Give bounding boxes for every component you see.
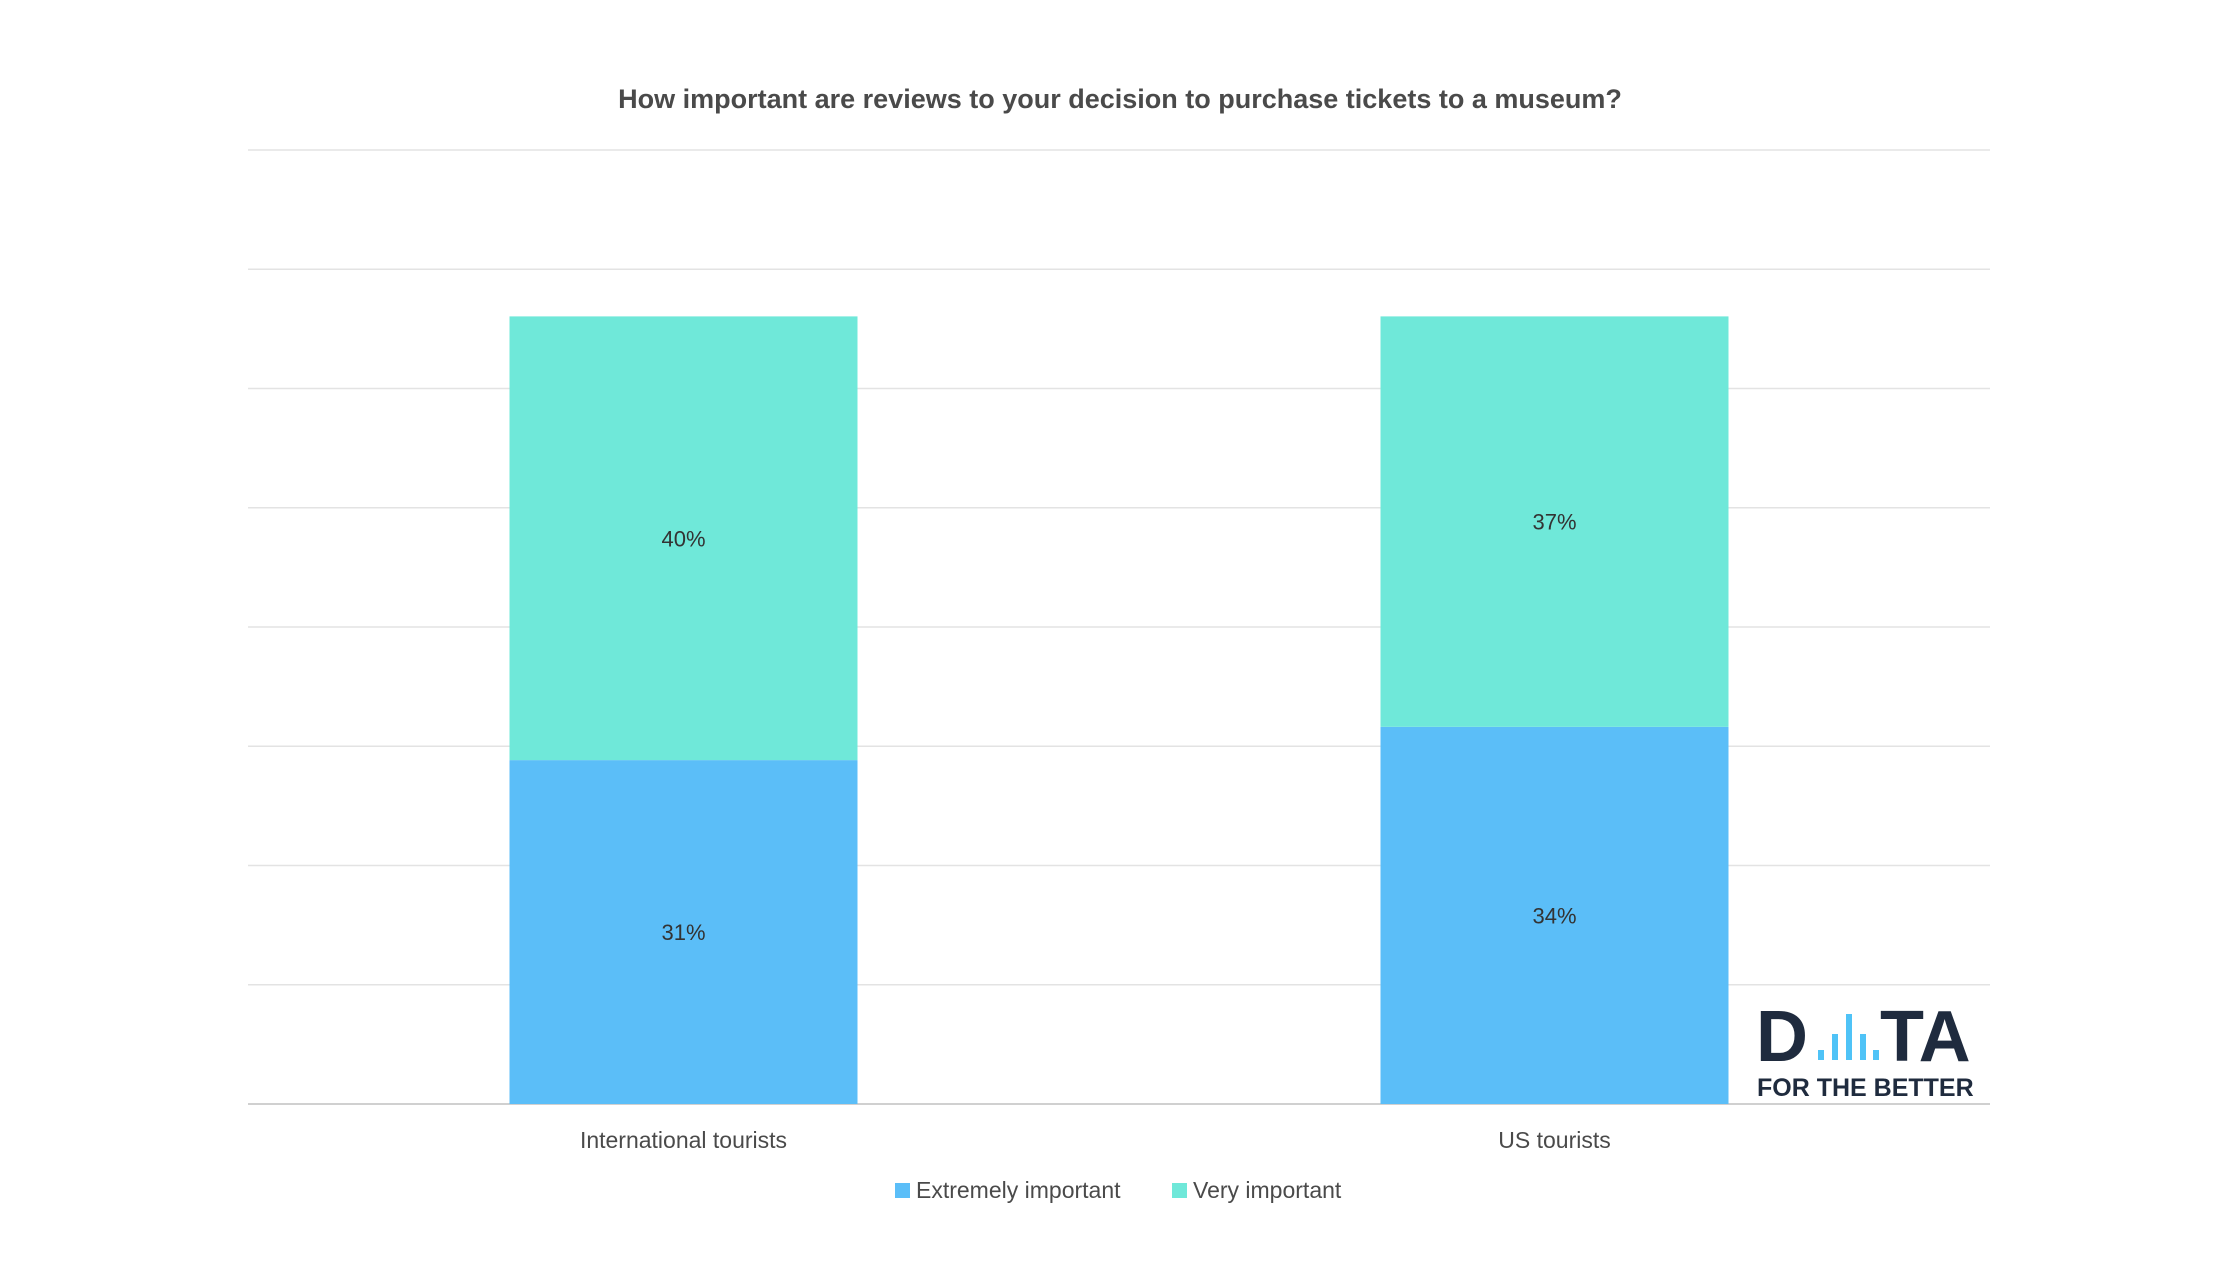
- logo-bar: [1860, 1034, 1866, 1060]
- bar-very-important-us-tourists: [1380, 316, 1729, 727]
- chart-title: How important are reviews to your decisi…: [618, 84, 1622, 114]
- logo-letters-ta: TA: [1880, 997, 1971, 1077]
- data-label-extremely-important-international-tourists: 31%: [661, 920, 705, 945]
- logo-bar-chart-icon: [1818, 1014, 1879, 1060]
- logo-bar: [1818, 1050, 1824, 1060]
- legend-item-extremely-important: Extremely important: [895, 1177, 1121, 1203]
- logo-bar: [1873, 1050, 1879, 1060]
- category-label: US tourists: [1498, 1127, 1610, 1153]
- bar-extremely-important-us-tourists: [1380, 726, 1729, 1104]
- legend-swatch-very-important: [1172, 1183, 1187, 1198]
- data-for-the-better-logo: D TA FOR THE BETTER: [1756, 997, 1974, 1102]
- bar-extremely-important-international-tourists: [509, 760, 858, 1104]
- legend-label-extremely-important: Extremely important: [916, 1177, 1121, 1203]
- legend-label-very-important: Very important: [1193, 1177, 1342, 1203]
- logo-bar: [1846, 1014, 1852, 1060]
- legend-swatch-extremely-important: [895, 1183, 910, 1198]
- category-labels: International tourists US tourists: [580, 1127, 1611, 1153]
- data-label-extremely-important-us-tourists: 34%: [1532, 903, 1576, 928]
- gridlines: [248, 149, 1990, 1105]
- logo-letter-d: D: [1756, 997, 1808, 1077]
- logo-bar: [1832, 1034, 1838, 1060]
- bar-very-important-international-tourists: [509, 316, 858, 761]
- data-label-very-important-us-tourists: 37%: [1532, 510, 1576, 535]
- data-label-very-important-international-tourists: 40%: [661, 526, 705, 551]
- bar-labels: 31% 40% 34% 37%: [661, 510, 1576, 945]
- logo-tagline: FOR THE BETTER: [1757, 1074, 1974, 1102]
- legend-item-very-important: Very important: [1172, 1177, 1342, 1203]
- legend: Extremely important Very important: [895, 1177, 1342, 1203]
- category-label: International tourists: [580, 1127, 787, 1153]
- bars: [509, 316, 1729, 1104]
